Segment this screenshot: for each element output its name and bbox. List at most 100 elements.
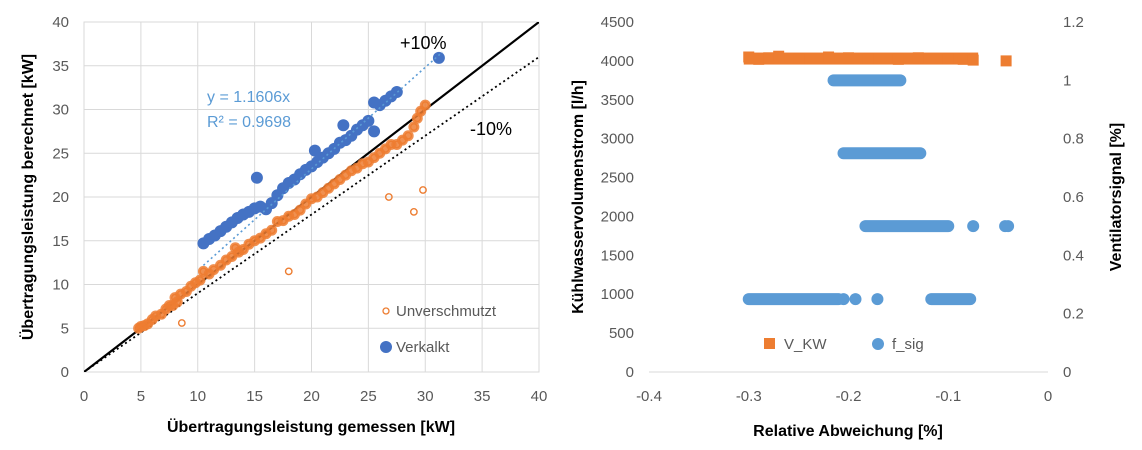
right-y2-axis-label: Ventilatorsignal [%] xyxy=(1108,123,1125,271)
point-f-sig xyxy=(967,220,980,233)
right-y-tick-label: 1000 xyxy=(601,286,634,303)
reference-line-minus10 xyxy=(84,56,539,372)
point-v-kw xyxy=(793,53,805,65)
point-unverschmutzt-dense xyxy=(266,224,278,236)
point-unverschmutzt xyxy=(284,267,293,276)
left-y-tick-label: 5 xyxy=(61,320,69,337)
right-y2-tick-label: 0.6 xyxy=(1063,189,1084,206)
point-v-kw xyxy=(1000,55,1012,67)
left-y-tick-label: 20 xyxy=(52,189,69,206)
point-v-kw xyxy=(763,52,775,64)
legend-marker-verkalkt xyxy=(380,341,392,353)
point-v-kw xyxy=(862,53,874,65)
left-x-tick-labels: 0 5 10 15 20 25 30 35 40 xyxy=(80,388,548,405)
legend-marker-v-kw xyxy=(764,338,775,349)
left-legend: Unverschmutzt Verkalkt xyxy=(380,303,497,356)
band-f-sig xyxy=(925,293,977,306)
left-y-tick-label: 10 xyxy=(52,277,69,294)
point-v-kw xyxy=(753,53,765,65)
right-y-tick-label: 3000 xyxy=(601,131,634,148)
point-v-kw xyxy=(892,53,904,65)
left-y-tick-labels: 0 5 10 15 20 25 30 35 40 xyxy=(52,14,69,381)
right-marker-bands xyxy=(742,52,979,306)
point-verkalkt xyxy=(432,51,445,64)
point-v-kw xyxy=(773,50,785,62)
left-x-tick-label: 0 xyxy=(80,388,88,405)
right-x-tick-label: -0.2 xyxy=(836,388,862,405)
point-verkalkt xyxy=(390,86,403,98)
point-unverschmutzt-dense xyxy=(408,121,420,133)
right-y2-tick-label: 1.2 xyxy=(1063,14,1084,31)
right-y-tick-label: 3500 xyxy=(601,92,634,109)
trendline-verkalkt xyxy=(202,51,443,266)
left-y-tick-label: 0 xyxy=(61,364,69,381)
right-y-tick-label: 500 xyxy=(609,325,634,342)
trendline xyxy=(202,51,443,266)
point-unverschmutzt xyxy=(419,186,427,194)
point-unverschmutzt xyxy=(384,193,393,201)
series-unverschmutzt xyxy=(133,99,431,334)
left-y-tick-label: 30 xyxy=(52,102,69,119)
left-y-tick-label: 15 xyxy=(52,233,69,250)
legend-marker-unverschmutzt xyxy=(382,307,390,315)
left-x-tick-label: 35 xyxy=(474,388,491,405)
point-verkalkt xyxy=(337,119,350,132)
right-legend: V_KW f_sig xyxy=(764,336,924,353)
point-v-kw xyxy=(942,53,954,65)
right-y-tick-label: 2000 xyxy=(601,208,634,225)
right-y-tick-label: 0 xyxy=(626,364,634,381)
legend-marker-f-sig xyxy=(872,338,884,350)
left-chart: 0 5 10 15 20 25 30 35 40 0 5 10 15 20 25 30 35 40 +10% -… xyxy=(18,14,547,436)
left-x-tick-label: 5 xyxy=(137,388,145,405)
right-y-tick-labels: 0 500 1000 1500 2000 2500 3000 3500 4000 4500 xyxy=(601,14,634,381)
left-x-tick-label: 10 xyxy=(189,388,206,405)
right-y2-tick-label: 0 xyxy=(1063,364,1071,381)
left-y-tick-label: 35 xyxy=(52,58,69,75)
right-y2-tick-label: 0.4 xyxy=(1063,247,1084,264)
point-v-kw xyxy=(823,51,835,63)
right-x-tick-label: -0.4 xyxy=(636,388,662,405)
left-x-tick-label: 30 xyxy=(417,388,434,405)
left-x-tick-label: 20 xyxy=(303,388,320,405)
band-f-sig xyxy=(859,220,955,233)
right-y-tick-label: 2500 xyxy=(601,170,634,187)
right-x-axis-label: Relative Abweichung [%] xyxy=(753,423,943,440)
band-f-sig xyxy=(837,147,927,160)
left-plot-frame xyxy=(83,21,540,373)
point-unverschmutzt-dense xyxy=(194,274,206,286)
left-y-tick-label: 40 xyxy=(52,14,69,31)
right-x-tick-label: -0.3 xyxy=(736,388,762,405)
trendline-r-squared: R² = 0.9698 xyxy=(207,114,291,131)
point-unverschmutzt-dense xyxy=(419,99,431,111)
right-y2-tick-label: 1 xyxy=(1063,72,1071,89)
left-y-tick-label: 25 xyxy=(52,145,69,162)
right-x-tick-label: -0.1 xyxy=(935,388,961,405)
right-chart: -0.4 -0.3 -0.2 -0.1 0 0 500 1000 1500 2000 2500 30… xyxy=(570,14,1125,440)
series-v-kw xyxy=(743,50,1012,67)
point-verkalkt xyxy=(368,125,381,138)
right-y-axis-label: Kühlwasservolumenstrom [l/h] xyxy=(570,80,587,314)
point-f-sig xyxy=(837,293,850,306)
point-verkalkt xyxy=(250,171,263,184)
left-x-tick-label: 40 xyxy=(531,388,548,405)
legend-label-f-sig: f_sig xyxy=(892,336,924,353)
trendline-equation: y = 1.1606x xyxy=(207,89,290,106)
annotation-minus10: -10% xyxy=(470,119,512,139)
point-f-sig xyxy=(1002,220,1015,233)
right-y-tick-label: 4000 xyxy=(601,53,634,70)
right-y-tick-label: 1500 xyxy=(601,247,634,264)
legend-label-v-kw: V_KW xyxy=(784,336,827,353)
point-v-kw xyxy=(843,52,854,64)
right-y2-tick-labels: 0 0.2 0.4 0.6 0.8 1 1.2 xyxy=(1063,14,1084,381)
point-unverschmutzt-dense xyxy=(402,130,414,142)
legend-label-unverschmutzt: Unverschmutzt xyxy=(396,303,497,320)
left-y-axis-label: Übertragungsleistung berechnet [kW] xyxy=(18,54,37,340)
point-v-kw xyxy=(743,51,755,63)
left-x-tick-label: 15 xyxy=(246,388,263,405)
right-x-tick-label: 0 xyxy=(1044,388,1052,405)
right-y2-tick-label: 0.8 xyxy=(1063,131,1084,148)
right-y-tick-label: 4500 xyxy=(601,14,634,31)
right-x-tick-labels: -0.4 -0.3 -0.2 -0.1 0 xyxy=(636,388,1052,405)
